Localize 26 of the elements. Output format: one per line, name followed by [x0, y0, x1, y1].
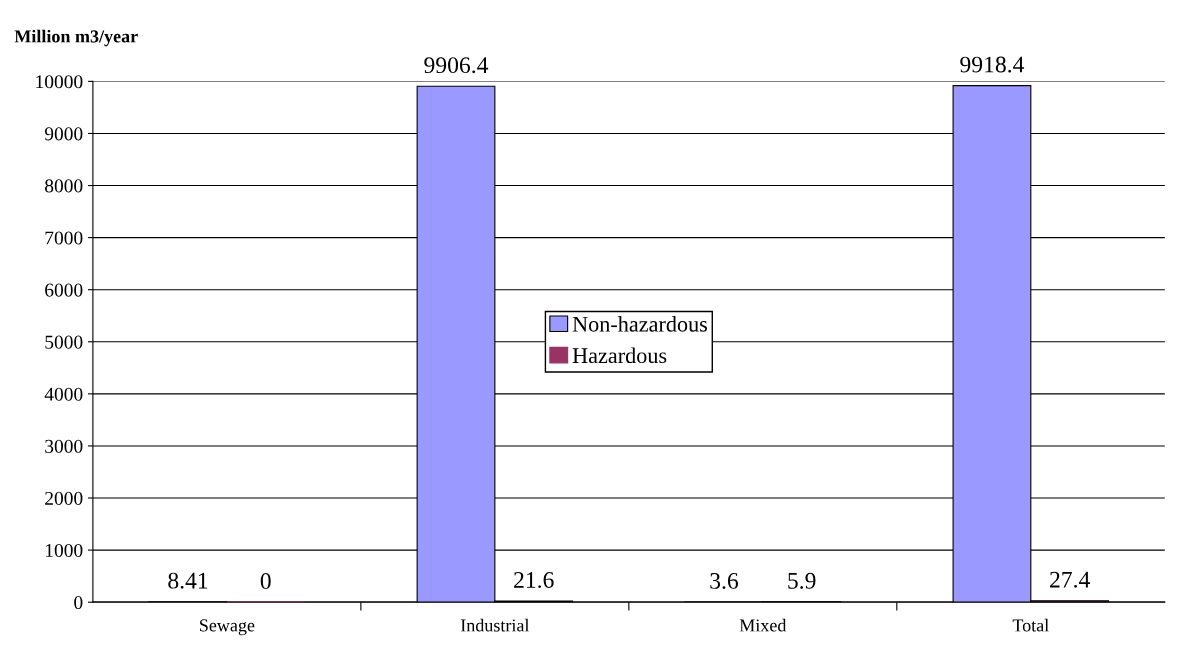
data-label: 8.41: [168, 572, 208, 589]
legend-label: Hazardous: [572, 347, 667, 364]
y-tick-label: 4000: [44, 387, 83, 401]
legend-label: Non-hazardous: [572, 316, 708, 332]
x-tick-label: Sewage: [200, 619, 255, 636]
y-tick-label: 7000: [45, 231, 83, 245]
x-tick-label: Industrial: [460, 618, 530, 632]
y-tick-label: 10000: [36, 75, 83, 89]
y-tick-label: 8000: [45, 179, 83, 193]
data-label: 3.6: [710, 572, 739, 589]
data-label: 9906.4: [424, 57, 489, 74]
x-tick-label: Mixed: [739, 618, 787, 632]
y-tick-label: 0: [74, 595, 83, 610]
chart-title: Million m3/year: [14, 29, 138, 47]
data-label: 5.9: [788, 572, 816, 589]
y-tick-label: 9000: [44, 127, 83, 141]
y-tick-label: 5000: [45, 335, 83, 349]
y-tick-label: 2000: [45, 491, 83, 505]
data-label: 21.6: [514, 572, 554, 589]
y-tick-label: 1000: [46, 543, 83, 558]
y-tick-label: 6000: [45, 283, 83, 297]
y-tick-label: 3000: [45, 439, 83, 453]
data-label: 0: [260, 573, 271, 590]
data-label: 27.4: [1050, 571, 1090, 588]
x-tick-label: Total: [1012, 618, 1049, 632]
data-label: 9918.4: [960, 56, 1025, 73]
